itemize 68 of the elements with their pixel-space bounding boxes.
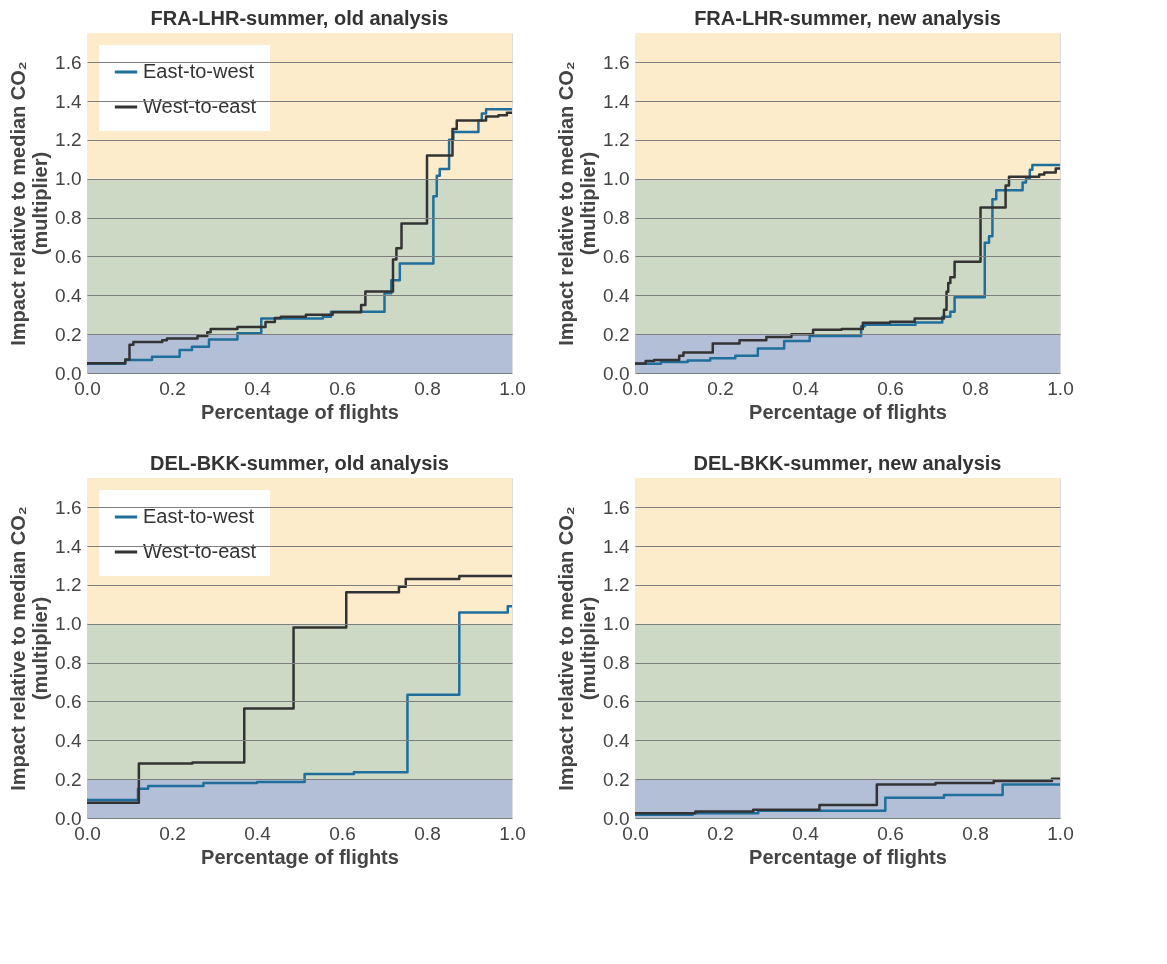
y-tick-label: 1.6 bbox=[603, 51, 630, 73]
y-tick-label: 0.2 bbox=[55, 323, 82, 345]
y-tick-label: 1.2 bbox=[55, 129, 82, 151]
x-tick-label: 0.2 bbox=[159, 377, 186, 399]
y-tick-label: 0.8 bbox=[603, 652, 630, 674]
x-tick-label: 0.4 bbox=[244, 822, 272, 844]
y-tick-label: 1.4 bbox=[603, 535, 630, 557]
legend-label: West-to-east bbox=[143, 540, 257, 562]
x-tick-label: 0.6 bbox=[877, 822, 904, 844]
x-tick-label: 1.0 bbox=[1047, 377, 1074, 399]
y-tick-label: 1.4 bbox=[603, 90, 630, 112]
x-axis-title: Percentage of flights bbox=[201, 400, 399, 423]
x-tick-label: 0.2 bbox=[159, 822, 186, 844]
y-tick-label: 0.4 bbox=[55, 284, 82, 306]
y-tick-label: 0.6 bbox=[55, 690, 82, 712]
y-axis-title: Impact relative to median CO₂ (multiplier) bbox=[7, 61, 52, 346]
x-tick-label: 0.6 bbox=[329, 822, 356, 844]
x-tick-label: 1.0 bbox=[499, 822, 526, 844]
x-tick-label: 0.6 bbox=[877, 377, 904, 399]
y-tick-label: 1.2 bbox=[603, 574, 630, 596]
chart-title: DEL-BKK-summer, new analysis bbox=[693, 452, 1002, 474]
y-tick-label: 1.0 bbox=[55, 613, 82, 635]
y-tick-label: 1.0 bbox=[603, 168, 630, 190]
y-tick-label: 0.2 bbox=[603, 768, 630, 790]
y-tick-label: 0.2 bbox=[55, 768, 82, 790]
x-tick-label: 0.2 bbox=[707, 822, 734, 844]
x-tick-label: 0.8 bbox=[414, 822, 441, 844]
x-tick-label: 0.6 bbox=[329, 377, 356, 399]
x-axis-title: Percentage of flights bbox=[749, 400, 947, 423]
y-tick-label: 1.2 bbox=[55, 574, 82, 596]
legend-label: East-to-west bbox=[143, 505, 255, 527]
y-tick-label: 1.0 bbox=[55, 168, 82, 190]
y-tick-label: 0.8 bbox=[603, 207, 630, 229]
y-tick-label: 0.4 bbox=[603, 284, 630, 306]
y-tick-label: 0.6 bbox=[55, 245, 82, 267]
y-tick-label: 0.4 bbox=[603, 729, 630, 751]
x-tick-label: 1.0 bbox=[499, 377, 526, 399]
x-tick-label: 0.8 bbox=[962, 822, 989, 844]
y-axis-title: Impact relative to median CO₂ (multiplier) bbox=[7, 506, 52, 791]
y-tick-label: 1.2 bbox=[603, 129, 630, 151]
y-tick-label: 1.0 bbox=[603, 613, 630, 635]
y-tick-label: 0.4 bbox=[55, 729, 82, 751]
x-axis-title: Percentage of flights bbox=[201, 845, 399, 868]
y-tick-label: 1.4 bbox=[55, 535, 82, 557]
x-tick-label: 1.0 bbox=[1047, 822, 1074, 844]
x-tick-label: 0.8 bbox=[962, 377, 989, 399]
x-axis-title: Percentage of flights bbox=[749, 845, 947, 868]
y-tick-label: 1.4 bbox=[55, 90, 82, 112]
y-tick-label: 1.6 bbox=[55, 496, 82, 518]
chart-title: FRA-LHR-summer, new analysis bbox=[694, 7, 1001, 29]
legend-label: East-to-west bbox=[143, 60, 255, 82]
y-tick-label: 0.8 bbox=[55, 207, 82, 229]
x-tick-label: 0.2 bbox=[707, 377, 734, 399]
y-tick-label: 0.6 bbox=[603, 690, 630, 712]
chart-title: FRA-LHR-summer, old analysis bbox=[150, 7, 449, 29]
legend-label: West-to-east bbox=[143, 95, 257, 117]
x-tick-label: 0.4 bbox=[792, 822, 820, 844]
x-tick-label: 0.4 bbox=[792, 377, 820, 399]
chart-title: DEL-BKK-summer, old analysis bbox=[150, 452, 449, 474]
y-axis-title: Impact relative to median CO₂ (multiplier) bbox=[555, 506, 600, 791]
y-tick-label: 0.6 bbox=[603, 245, 630, 267]
x-tick-label: 0.8 bbox=[414, 377, 441, 399]
y-tick-label: 0.8 bbox=[55, 652, 82, 674]
x-tick-label: 0.4 bbox=[244, 377, 272, 399]
y-axis-title: Impact relative to median CO₂ (multiplier) bbox=[555, 61, 600, 346]
y-tick-label: 1.6 bbox=[603, 496, 630, 518]
y-tick-label: 1.6 bbox=[55, 51, 82, 73]
y-tick-label: 0.2 bbox=[603, 323, 630, 345]
